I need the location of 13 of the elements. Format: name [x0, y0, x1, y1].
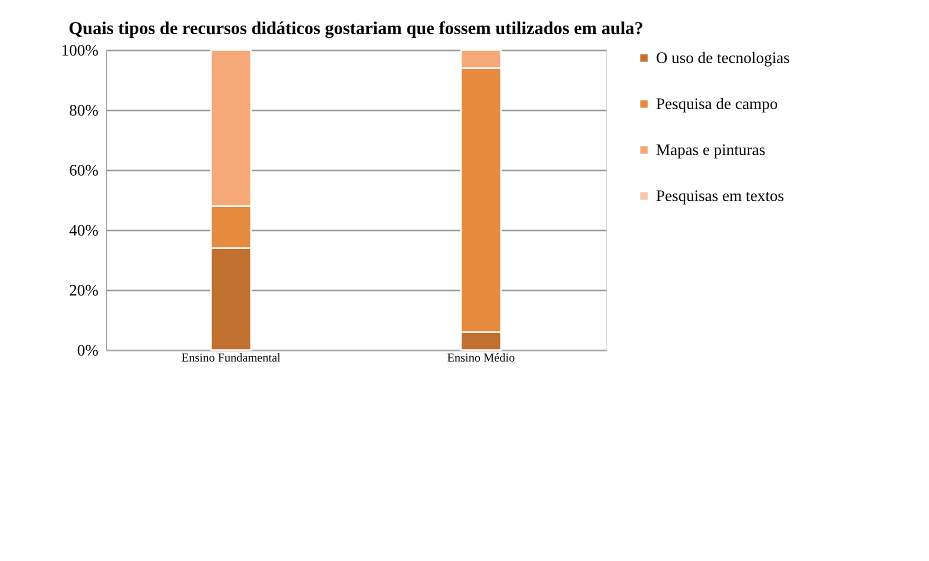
legend-label: O uso de tecnologias: [656, 50, 790, 67]
y-tick-label: 100%: [61, 42, 98, 60]
chart-title: Quais tipos de recursos didáticos gostariam que fossem utilizados em aula?: [68, 18, 644, 38]
y-tick-label: 60%: [69, 162, 98, 180]
legend-label: Pesquisa de campo: [656, 96, 778, 113]
x-tick-label: Ensino Fundamental: [182, 350, 282, 364]
y-tick-label: 0%: [77, 342, 98, 360]
legend-label: Mapas e pinturas: [656, 142, 766, 159]
legend-label: Pesquisas em textos: [656, 188, 784, 205]
y-tick-label: 20%: [69, 282, 98, 300]
x-tick-label: Ensino Médio: [447, 350, 515, 364]
y-tick-label: 80%: [69, 102, 98, 120]
y-tick-label: 40%: [69, 222, 98, 240]
